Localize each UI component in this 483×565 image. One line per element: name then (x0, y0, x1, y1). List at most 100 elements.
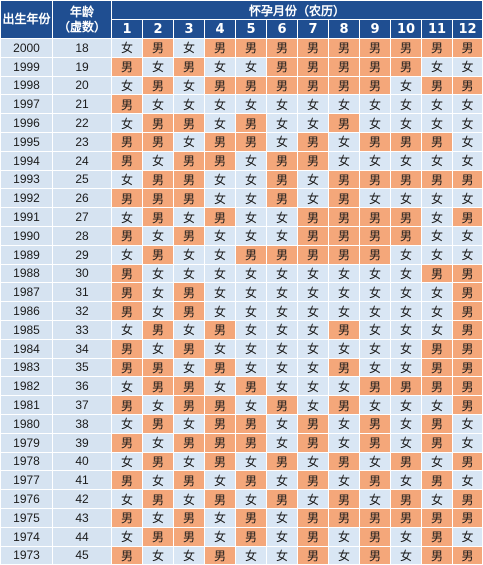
gender-cell: 男 (390, 451, 422, 472)
gender-cell: 女 (451, 526, 483, 547)
gender-cell: 女 (390, 188, 422, 209)
gender-cell: 女 (142, 395, 174, 415)
gender-cell: 女 (421, 207, 453, 227)
gender-cell: 女 (111, 489, 143, 509)
gender-cell: 男 (204, 319, 236, 340)
gender-cell: 女 (297, 301, 329, 321)
gender-cell: 女 (297, 169, 329, 190)
gender-cell: 女 (328, 338, 360, 359)
gender-cell: 男 (359, 38, 391, 58)
gender-cell: 男 (173, 225, 205, 246)
gender-cell: 女 (111, 413, 143, 434)
month-header-5: 5 (235, 19, 267, 39)
gender-cell: 男 (142, 38, 174, 58)
gender-cell: 男 (142, 376, 174, 397)
gender-cell: 女 (235, 94, 267, 115)
gender-cell: 男 (328, 244, 360, 265)
gender-cell: 男 (142, 489, 174, 509)
gender-cell: 男 (451, 489, 483, 509)
gender-cell: 男 (204, 451, 236, 472)
gender-cell: 男 (297, 526, 329, 547)
gender-cell: 女 (266, 225, 298, 246)
age-cell: 22 (52, 113, 112, 133)
gender-cell: 女 (390, 338, 422, 359)
gender-cell: 男 (266, 38, 298, 58)
gender-cell: 女 (142, 545, 174, 565)
age-cell: 25 (52, 169, 112, 190)
gender-cell: 女 (204, 282, 236, 303)
birth-year-cell: 1984 (0, 338, 53, 359)
gender-cell: 男 (142, 526, 174, 547)
gender-cell: 女 (204, 507, 236, 528)
age-cell: 26 (52, 188, 112, 209)
gender-cell: 男 (297, 413, 329, 434)
gender-cell: 女 (142, 56, 174, 77)
gender-cell: 男 (328, 507, 360, 528)
gender-cell: 女 (451, 131, 483, 152)
gender-cell: 男 (111, 357, 143, 378)
age-cell: 43 (52, 507, 112, 528)
gender-cell: 女 (451, 150, 483, 171)
gender-cell: 女 (451, 470, 483, 491)
birth-year-cell: 1976 (0, 489, 53, 509)
gender-cell: 男 (328, 395, 360, 415)
table-row: 1992 26 男男男女女男女男女女女女 (0, 188, 483, 209)
birth-year-header: 出生年份 (0, 0, 53, 39)
gender-cell: 男 (328, 113, 360, 133)
gender-cell: 女 (235, 357, 267, 378)
gender-cell: 女 (451, 188, 483, 209)
gender-cell: 女 (390, 545, 422, 565)
gender-cell: 男 (204, 395, 236, 415)
gender-cell: 女 (359, 489, 391, 509)
age-cell: 44 (52, 526, 112, 547)
gender-cell: 女 (421, 244, 453, 265)
gender-cell: 男 (328, 489, 360, 509)
gender-cell: 女 (359, 94, 391, 115)
birth-year-cell: 1992 (0, 188, 53, 209)
gender-cell: 男 (421, 507, 453, 528)
gender-cell: 女 (451, 432, 483, 453)
gender-cell: 男 (235, 244, 267, 265)
birth-year-cell: 1980 (0, 413, 53, 434)
birth-year-cell: 1994 (0, 150, 53, 171)
gender-cell: 女 (173, 75, 205, 96)
gender-cell: 女 (390, 301, 422, 321)
gender-cell: 男 (266, 75, 298, 96)
gender-cell: 女 (173, 131, 205, 152)
gender-cell: 男 (451, 507, 483, 528)
gender-cell: 女 (235, 451, 267, 472)
gender-cell: 女 (142, 263, 174, 284)
table-row: 1974 44 女男男女男女男女男女男女 (0, 526, 483, 547)
birth-year-cell: 1999 (0, 56, 53, 77)
gender-cell: 男 (359, 169, 391, 190)
month-header-7: 7 (297, 19, 329, 39)
gender-cell: 男 (359, 432, 391, 453)
age-cell: 29 (52, 244, 112, 265)
gender-cell: 男 (328, 169, 360, 190)
gender-cell: 女 (266, 545, 298, 565)
gender-cell: 男 (111, 507, 143, 528)
birth-year-cell: 1996 (0, 113, 53, 133)
gender-cell: 女 (390, 113, 422, 133)
gender-cell: 女 (266, 282, 298, 303)
gender-cell: 男 (142, 357, 174, 378)
gender-cell: 女 (235, 188, 267, 209)
gender-cell: 女 (266, 113, 298, 133)
gender-cell: 女 (421, 301, 453, 321)
gender-cell: 女 (390, 263, 422, 284)
gender-cell: 男 (111, 301, 143, 321)
gender-cell: 女 (235, 150, 267, 171)
gender-cell: 女 (204, 244, 236, 265)
gender-cell: 男 (173, 301, 205, 321)
gender-cell: 男 (328, 357, 360, 378)
gender-cell: 男 (421, 38, 453, 58)
gender-cell: 女 (421, 282, 453, 303)
age-cell: 18 (52, 38, 112, 58)
age-cell: 40 (52, 451, 112, 472)
table-row: 1996 22 女男男女男女女男女女女女 (0, 113, 483, 133)
gender-cell: 女 (328, 432, 360, 453)
table-row: 1987 31 男女男女女女女女女女女男 (0, 282, 483, 303)
gender-cell: 男 (173, 113, 205, 133)
gender-cell: 男 (328, 56, 360, 77)
gender-cell: 女 (111, 244, 143, 265)
